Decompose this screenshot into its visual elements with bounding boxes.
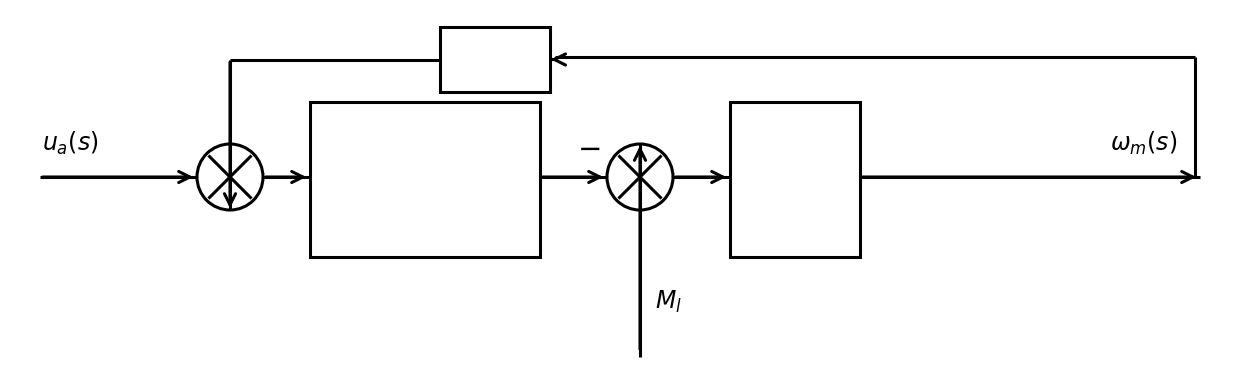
Text: $\omega_m(s)$: $\omega_m(s)$ — [1110, 130, 1177, 157]
Text: $-$: $-$ — [578, 135, 600, 163]
Text: $1$: $1$ — [789, 135, 802, 156]
Text: $C_m$: $C_m$ — [346, 132, 376, 156]
Text: $u_a(s)$: $u_a(s)$ — [42, 130, 98, 157]
Text: $J_{\Sigma}s$: $J_{\Sigma}s$ — [779, 202, 811, 226]
Text: $R_a$: $R_a$ — [348, 203, 373, 227]
Text: $T_e s+1$: $T_e s+1$ — [439, 203, 512, 227]
Text: $M_l$: $M_l$ — [655, 289, 682, 315]
Bar — [730, 102, 861, 257]
Bar — [440, 27, 551, 92]
Text: $1$: $1$ — [469, 134, 482, 154]
Bar — [310, 102, 539, 257]
Text: $C_e$: $C_e$ — [482, 48, 507, 71]
